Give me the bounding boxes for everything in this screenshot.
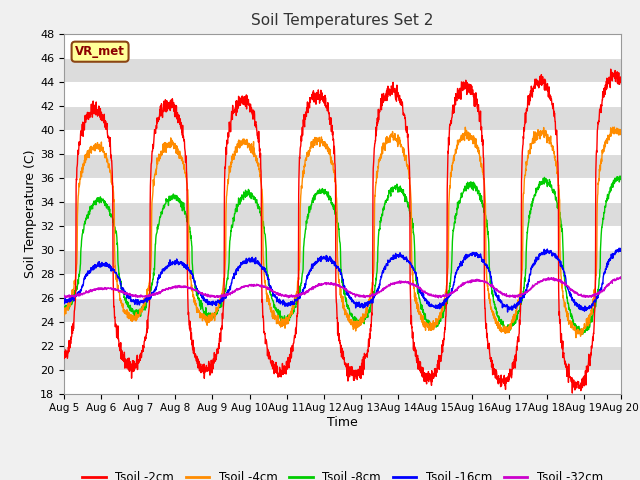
X-axis label: Time: Time <box>327 416 358 429</box>
Bar <box>64 274 621 298</box>
Bar <box>64 34 621 58</box>
Bar <box>64 250 621 274</box>
Bar <box>64 322 621 346</box>
Bar <box>64 130 621 154</box>
Bar <box>64 370 621 394</box>
Bar <box>64 202 621 226</box>
Bar <box>64 346 621 370</box>
Bar <box>64 58 621 82</box>
Title: Soil Temperatures Set 2: Soil Temperatures Set 2 <box>252 13 433 28</box>
Bar <box>64 106 621 130</box>
Bar <box>64 226 621 250</box>
Bar <box>64 82 621 106</box>
Text: VR_met: VR_met <box>75 45 125 58</box>
Bar <box>64 298 621 322</box>
Legend: Tsoil -2cm, Tsoil -4cm, Tsoil -8cm, Tsoil -16cm, Tsoil -32cm: Tsoil -2cm, Tsoil -4cm, Tsoil -8cm, Tsoi… <box>77 466 607 480</box>
Y-axis label: Soil Temperature (C): Soil Temperature (C) <box>24 149 37 278</box>
Bar <box>64 178 621 202</box>
Bar <box>64 154 621 178</box>
